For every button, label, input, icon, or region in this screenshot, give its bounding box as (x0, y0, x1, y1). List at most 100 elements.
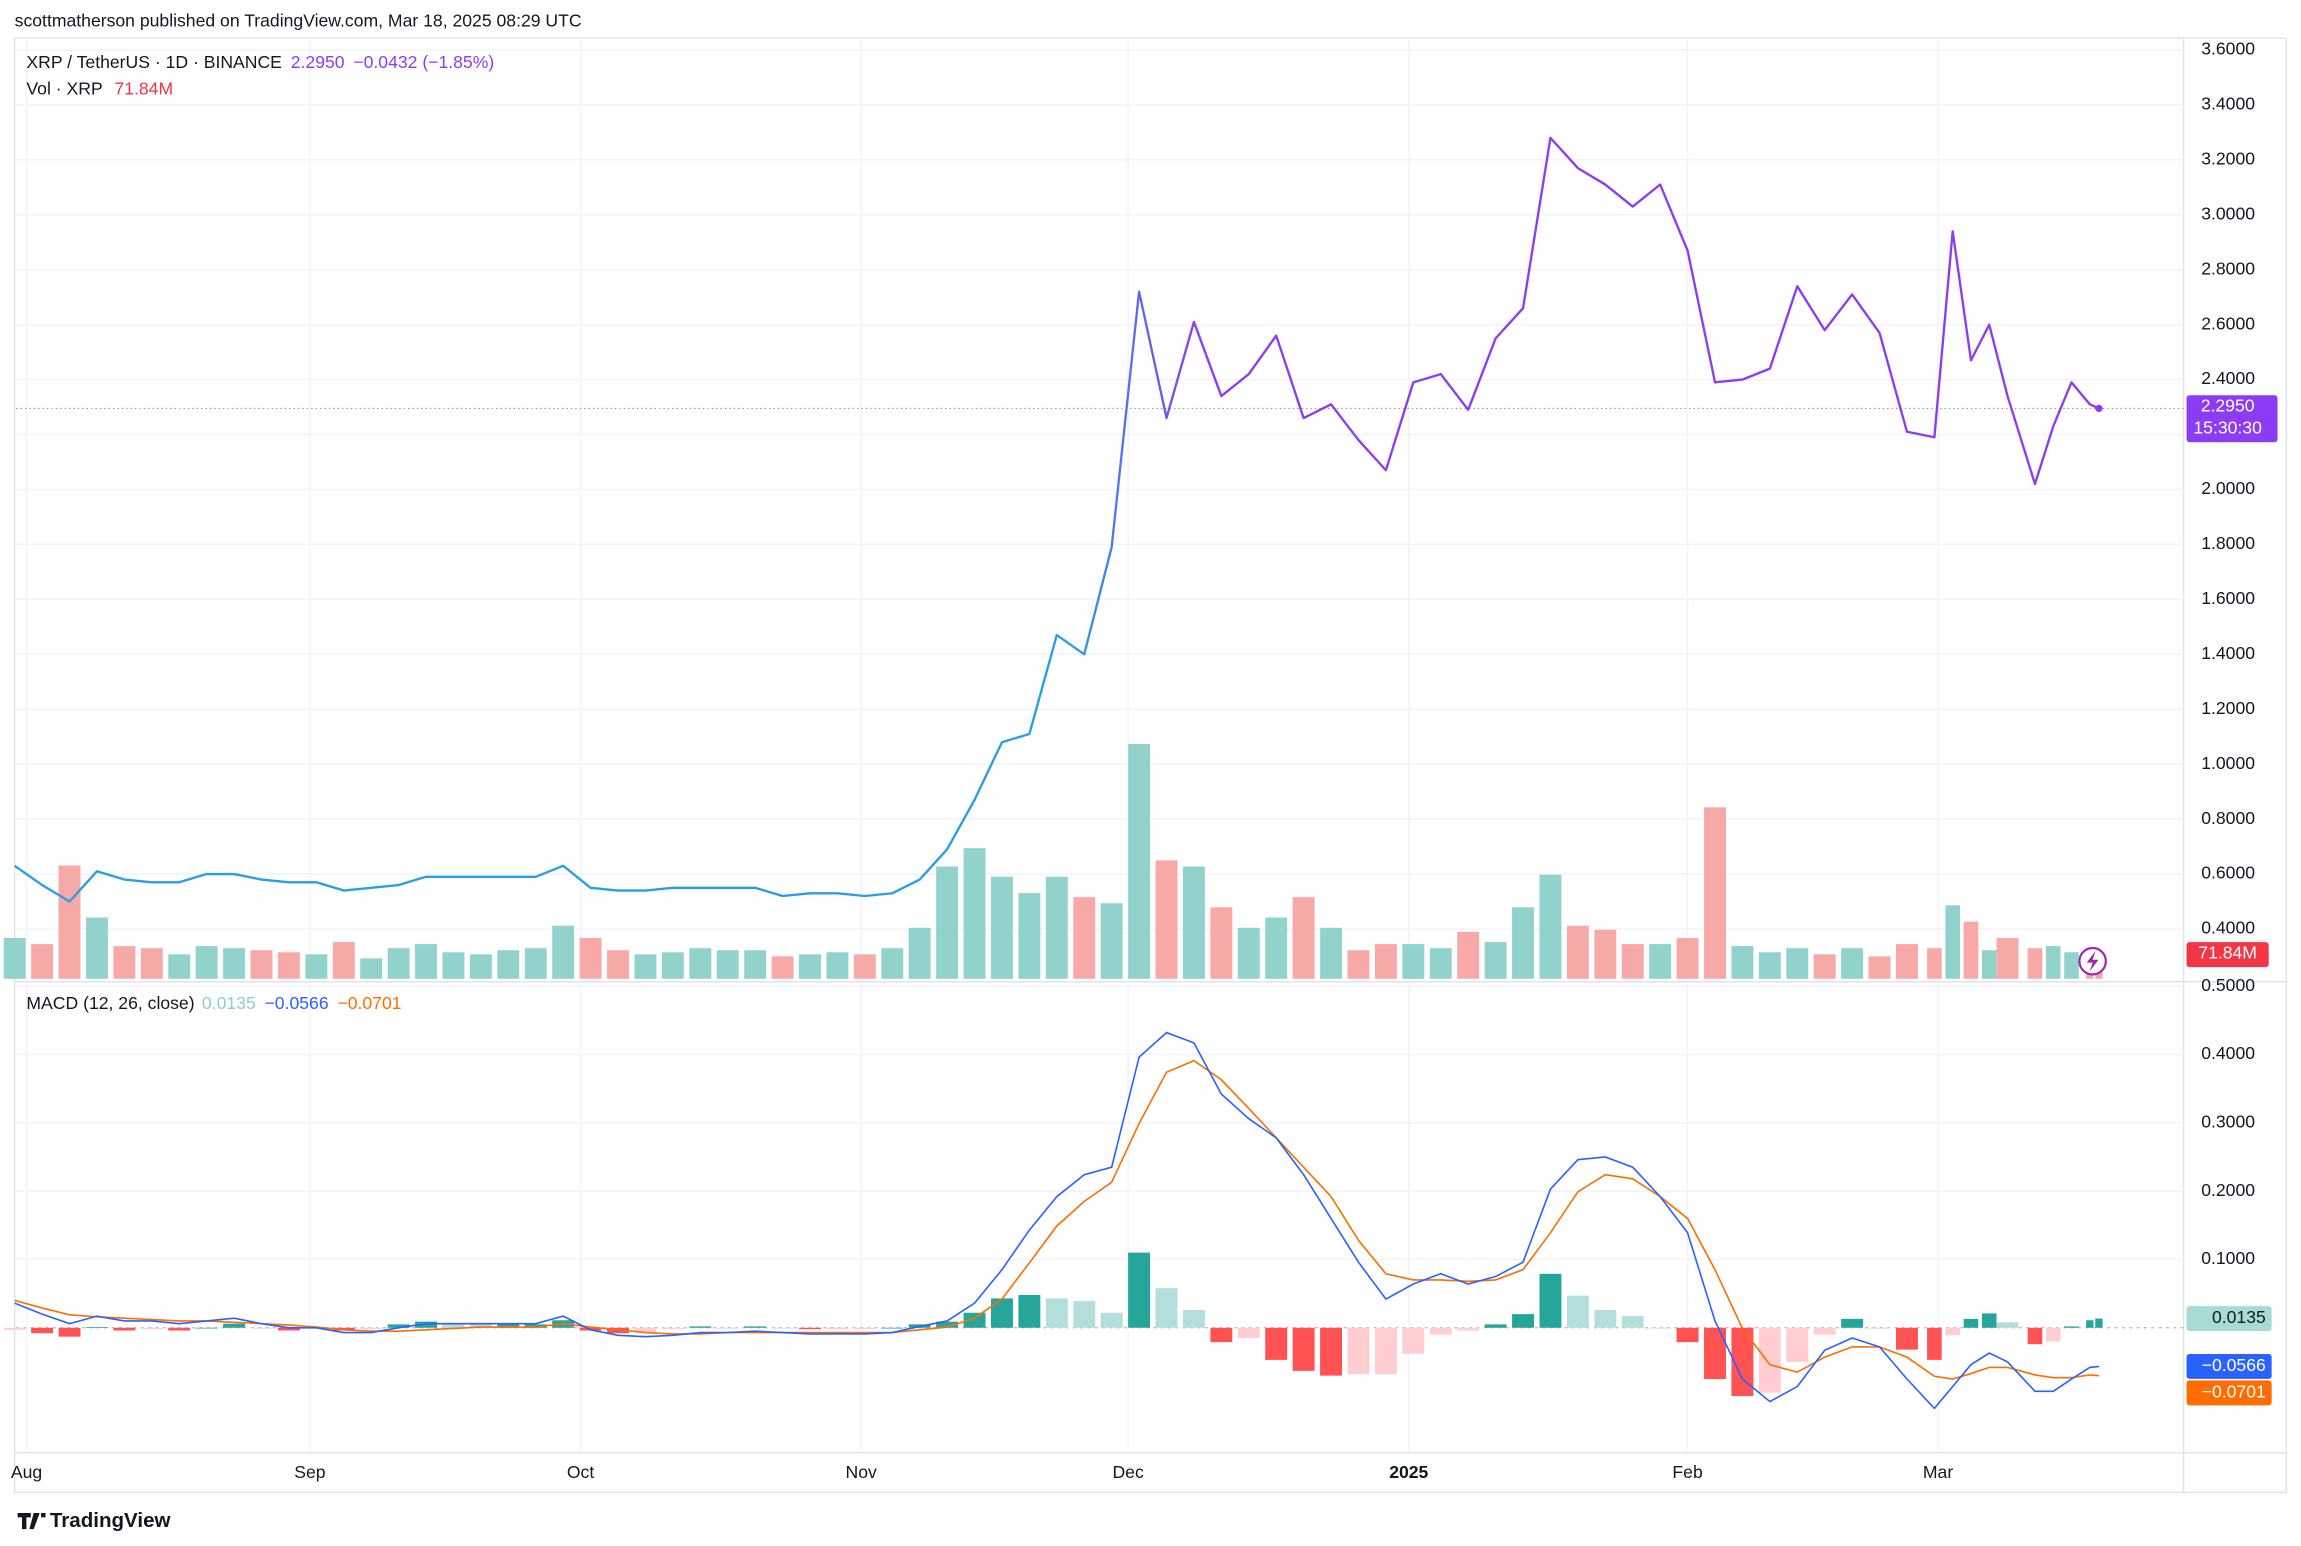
volume-bar (1566, 925, 1589, 979)
histogram-bar (744, 1326, 767, 1328)
volume-bar (1758, 952, 1781, 979)
y-tick-label: 0.8000 (2201, 808, 2255, 828)
volume-bar (579, 937, 602, 979)
volume-bar (277, 952, 300, 979)
volume-bar (1265, 917, 1288, 979)
volume-bar (497, 950, 520, 979)
volume-bar (1594, 929, 1617, 979)
volume-bar (387, 948, 410, 979)
volume-bar (1018, 893, 1041, 979)
volume-bar (524, 948, 547, 979)
histogram-bar (936, 1321, 959, 1328)
histogram-bar (415, 1321, 438, 1328)
alert-bolt (2086, 950, 2099, 972)
histogram-value-label: 0.0135 (2212, 1307, 2266, 1327)
histogram-bar (1704, 1327, 1726, 1380)
y-tick-label: 0.1000 (2201, 1248, 2255, 1268)
volume-bar (1945, 905, 1960, 979)
volume-bar (1347, 950, 1370, 979)
histogram-bar (1927, 1327, 1942, 1360)
histogram-bar (2045, 1327, 2061, 1342)
histogram-bar (223, 1323, 246, 1328)
histogram-bar (1594, 1310, 1617, 1328)
histogram-bar (1566, 1295, 1589, 1328)
histogram-bar (360, 1327, 383, 1330)
histogram-bar (1484, 1324, 1507, 1328)
attribution: scottmatherson published on TradingView.… (15, 11, 582, 31)
price-line (14, 136, 2100, 903)
histogram-bar (1347, 1327, 1370, 1375)
volume-value-box (2186, 942, 2269, 968)
volume-bar (1073, 897, 1096, 979)
brand: TradingView (50, 1509, 172, 1532)
volume-bar (3, 937, 26, 979)
histogram-bar (469, 1324, 492, 1328)
volume-bar (469, 954, 492, 979)
volume-bar (716, 950, 739, 979)
macd-value: −0.0566 (265, 992, 329, 1012)
volume-bar (305, 954, 328, 979)
histogram-bar (826, 1327, 849, 1330)
volume-bar (1128, 744, 1151, 979)
volume-bar (85, 917, 108, 979)
volume-bar (58, 865, 81, 979)
histogram-bar (1045, 1298, 1068, 1328)
volume-bar (415, 944, 438, 979)
volume-legend: Vol · XRP 71.84M (26, 78, 173, 98)
symbol-legend: XRP / TetherUS · 1D · BINANCE 2.2950 −0.04… (26, 52, 494, 72)
histogram-bar (1758, 1327, 1781, 1393)
x-tick-label: 2025 (1389, 1462, 1428, 1482)
volume-bar (360, 958, 383, 979)
histogram-bar (1981, 1313, 1997, 1328)
histogram-bar (963, 1312, 986, 1328)
volume-bar (168, 954, 191, 979)
y-tick-label: 3.6000 (2201, 39, 2255, 59)
histogram-bar (661, 1327, 684, 1330)
volume-bar (1320, 927, 1343, 979)
volume-bar (908, 927, 931, 979)
volume-bar (2064, 952, 2079, 979)
histogram-bar (853, 1327, 876, 1330)
histogram-bar (85, 1327, 108, 1328)
x-tick-label: Mar (1923, 1462, 1953, 1482)
last-price-dot (2095, 404, 2103, 413)
signal-value: −0.0701 (337, 992, 401, 1012)
y-tick-label: 2.8000 (2201, 258, 2255, 278)
histogram-bar (1457, 1327, 1480, 1331)
histogram-bar (442, 1322, 465, 1328)
last-price-label: 2.2950 (2201, 396, 2255, 416)
volume-bar (990, 876, 1013, 979)
volume-bar (250, 950, 273, 979)
histogram-bar (1210, 1327, 1233, 1343)
histogram-bar (1182, 1310, 1205, 1328)
macd-title: MACD (12, 26, close) (26, 992, 194, 1012)
y-tick-label: 1.2000 (2201, 698, 2255, 718)
y-tick-label: 1.8000 (2201, 533, 2255, 553)
volume-bar (1457, 931, 1480, 979)
y-tick-label: 0.3000 (2201, 1111, 2255, 1131)
marks (3, 136, 2103, 1410)
volume-title: Vol · XRP (26, 78, 102, 98)
brand-logo (17, 1512, 46, 1530)
y-tick-label: 3.2000 (2201, 148, 2255, 168)
volume-bar (1045, 876, 1068, 979)
volume-bar (1868, 956, 1891, 979)
histogram-bar (1676, 1327, 1699, 1343)
histogram-bar (3, 1327, 26, 1330)
x-tick-label: Nov (846, 1462, 877, 1482)
histogram-bar (58, 1327, 81, 1337)
volume-bar (332, 942, 355, 979)
histogram-bar (195, 1327, 218, 1329)
macd-value-label: −0.0566 (2202, 1355, 2266, 1375)
volume-bar (1210, 907, 1233, 979)
histogram-bar (524, 1324, 547, 1328)
y-tick-label: 2.4000 (2201, 368, 2255, 388)
x-tick-label: Dec (1112, 1462, 1143, 1482)
histogram-bar (1621, 1316, 1644, 1328)
volume-bar (1237, 927, 1260, 979)
y-tick-label: 1.4000 (2201, 643, 2255, 663)
volume-bar (936, 866, 959, 979)
histogram-bar (1018, 1294, 1041, 1328)
